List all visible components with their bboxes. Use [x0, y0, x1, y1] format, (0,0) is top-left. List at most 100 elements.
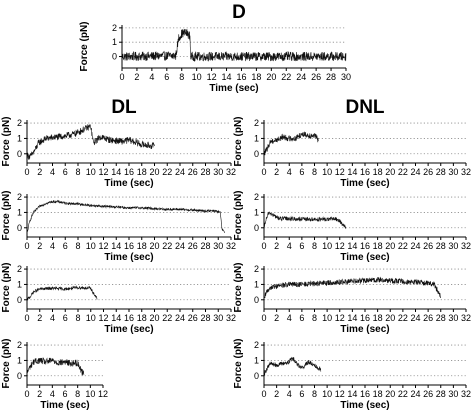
x-tick-label: 0 — [24, 313, 29, 323]
heading-d: D — [232, 2, 246, 23]
x-tick-label: 8 — [75, 167, 80, 177]
x-tick-label: 28 — [200, 241, 210, 251]
x-tick-label: 30 — [213, 241, 223, 251]
x-tick-label: 24 — [296, 72, 306, 82]
y-tick-label: 0 — [254, 371, 259, 381]
x-tick-label: 32 — [226, 167, 236, 177]
x-tick-label: 30 — [213, 167, 223, 177]
x-tick-label: 2 — [274, 313, 279, 323]
x-tick-label: 2 — [37, 389, 42, 399]
y-tick-label: 1 — [17, 207, 22, 217]
x-tick-label: 14 — [222, 72, 232, 82]
y-axis-label: Force (pN) — [1, 117, 12, 167]
y-tick-label: 2 — [17, 192, 22, 202]
x-tick-label: 24 — [410, 241, 420, 251]
x-tick-label: 0 — [261, 241, 266, 251]
y-tick-label: 2 — [254, 118, 259, 128]
x-tick-label: 26 — [188, 167, 198, 177]
x-tick-label: 14 — [347, 313, 357, 323]
series-trace — [121, 28, 347, 63]
x-tick-label: 22 — [398, 167, 408, 177]
y-tick-label: 1 — [254, 279, 259, 289]
y-tick-label: 1 — [254, 133, 259, 143]
y-tick-label: 0 — [112, 52, 117, 62]
x-tick-label: 14 — [111, 313, 121, 323]
x-tick-label: 2 — [37, 167, 42, 177]
x-tick-label: 10 — [322, 389, 332, 399]
x-tick-label: 12 — [98, 241, 108, 251]
x-tick-label: 6 — [299, 241, 304, 251]
y-tick-label: 1 — [17, 279, 22, 289]
x-axis-label: Time (sec) — [340, 178, 389, 189]
y-tick-label: 2 — [112, 23, 117, 33]
y-tick-label: 1 — [17, 133, 22, 143]
x-tick-label: 30 — [448, 241, 458, 251]
x-tick-label: 26 — [423, 389, 433, 399]
x-tick-label: 18 — [373, 313, 383, 323]
x-tick-label: 24 — [410, 389, 420, 399]
x-tick-label: 12 — [335, 241, 345, 251]
x-tick-label: 6 — [62, 389, 67, 399]
x-tick-label: 18 — [137, 167, 147, 177]
x-tick-label: 32 — [226, 313, 236, 323]
y-tick-label: 2 — [254, 192, 259, 202]
y-tick-label: 2 — [254, 264, 259, 274]
x-tick-label: 18 — [373, 389, 383, 399]
x-tick-label: 8 — [312, 167, 317, 177]
x-tick-label: 6 — [299, 167, 304, 177]
x-tick-label: 10 — [322, 241, 332, 251]
y-tick-label: 0 — [17, 223, 22, 233]
x-tick-label: 6 — [63, 313, 68, 323]
x-tick-label: 26 — [423, 313, 433, 323]
x-tick-label: 10 — [86, 313, 96, 323]
x-tick-label: 12 — [335, 389, 345, 399]
x-axis-label: Time (sec) — [104, 252, 153, 262]
x-tick-label: 20 — [149, 313, 159, 323]
heading-dnl: DNL — [345, 97, 385, 118]
x-tick-label: 28 — [436, 313, 446, 323]
x-tick-label: 16 — [124, 167, 134, 177]
x-tick-label: 14 — [347, 167, 357, 177]
x-tick-label: 32 — [461, 313, 471, 323]
x-tick-label: 10 — [86, 167, 96, 177]
x-tick-label: 10 — [85, 389, 95, 399]
heading-dl: DL — [111, 97, 137, 118]
x-tick-label: 26 — [188, 313, 198, 323]
y-tick-label: 1 — [254, 207, 259, 217]
x-tick-label: 20 — [385, 313, 395, 323]
x-tick-label: 22 — [162, 241, 172, 251]
x-tick-label: 30 — [341, 72, 351, 82]
y-axis-label: Force (pN) — [233, 339, 244, 389]
x-tick-label: 4 — [287, 167, 292, 177]
x-axis-label: Time (sec) — [40, 400, 89, 411]
x-tick-label: 30 — [213, 313, 223, 323]
x-tick-label: 26 — [423, 167, 433, 177]
x-tick-label: 16 — [360, 313, 370, 323]
x-tick-label: 18 — [251, 72, 261, 82]
y-tick-label: 2 — [17, 264, 22, 274]
y-axis-label: Force (pN) — [1, 263, 12, 313]
x-tick-label: 32 — [226, 241, 236, 251]
x-tick-label: 30 — [448, 313, 458, 323]
x-tick-label: 0 — [261, 167, 266, 177]
x-tick-label: 28 — [200, 313, 210, 323]
x-tick-label: 28 — [436, 241, 446, 251]
x-tick-label: 2 — [37, 313, 42, 323]
y-tick-label: 0 — [17, 149, 22, 159]
x-tick-label: 6 — [299, 313, 304, 323]
x-tick-label: 30 — [448, 389, 458, 399]
y-tick-label: 1 — [254, 355, 259, 365]
x-tick-label: 24 — [410, 167, 420, 177]
x-tick-label: 32 — [461, 241, 471, 251]
x-tick-label: 8 — [179, 72, 184, 82]
x-tick-label: 24 — [175, 241, 185, 251]
x-tick-label: 32 — [461, 167, 471, 177]
x-tick-label: 20 — [385, 167, 395, 177]
x-tick-label: 18 — [137, 313, 147, 323]
